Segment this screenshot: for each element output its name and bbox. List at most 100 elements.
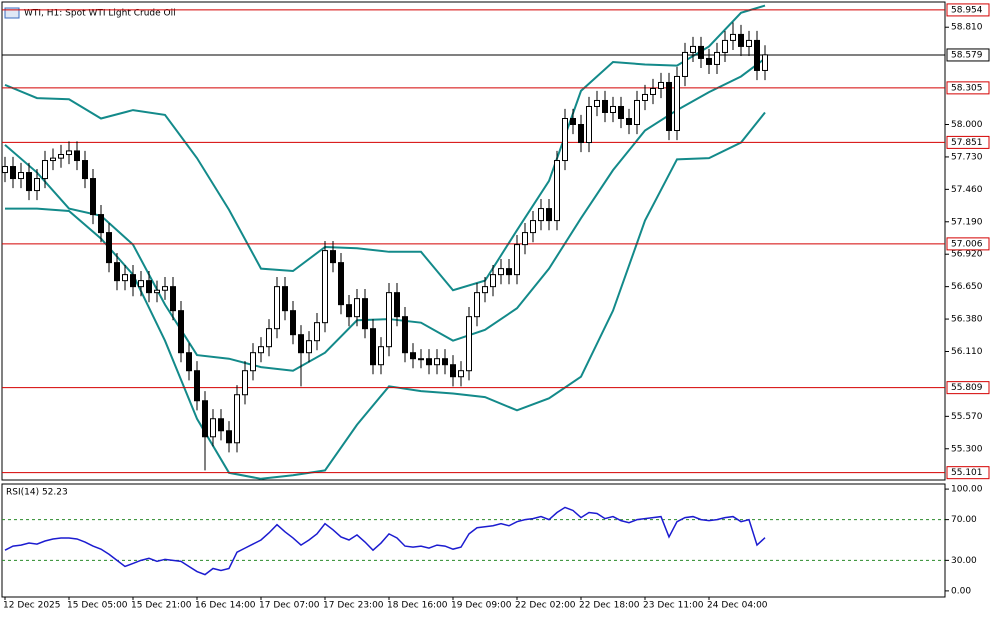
candle-body: [66, 150, 72, 156]
candle-body: [658, 81, 664, 89]
candle-body: [698, 45, 704, 59]
candle-body: [562, 117, 568, 162]
x-tick-label: 19 Dec 09:00: [451, 601, 512, 611]
candle-body: [226, 430, 232, 444]
last-price-label: 58.579: [951, 50, 983, 60]
candle-body: [666, 81, 672, 132]
candle-body: [370, 328, 376, 366]
candle-body: [122, 274, 128, 282]
level-label: 55.809: [951, 383, 983, 393]
x-tick-label: 22 Dec 02:00: [515, 601, 576, 611]
candle-body: [570, 117, 576, 126]
candle-body: [690, 45, 696, 53]
rsi-panel: [1, 483, 946, 598]
x-tick-label: 16 Dec 14:00: [195, 601, 256, 611]
candle-body: [10, 166, 16, 180]
y-tick-label: 56.650: [951, 282, 983, 292]
x-tick-label: 24 Dec 04:00: [707, 601, 768, 611]
candle-body: [610, 105, 616, 113]
y-tick-label: 56.380: [951, 315, 983, 325]
candle-body: [650, 87, 656, 95]
candle-body: [450, 364, 456, 378]
x-tick-label: 17 Dec 23:00: [323, 601, 384, 611]
symbol-icon: [4, 7, 20, 19]
candle-body: [762, 54, 768, 71]
y-tick-label: 57.730: [951, 152, 983, 162]
candle-body: [410, 352, 416, 360]
x-tick-label: 18 Dec 16:00: [387, 601, 448, 611]
chart-title: WTI, H1: Spot WTI Light Crude Oil: [24, 9, 176, 19]
x-tick-label: 15 Dec 21:00: [131, 601, 192, 611]
candle-body: [714, 51, 720, 65]
candle-body: [354, 298, 360, 318]
y-tick-label: 30.00: [951, 556, 977, 566]
level-label: 58.305: [951, 83, 983, 93]
y-tick-label: 58.000: [951, 120, 983, 130]
y-tick-label: 56.110: [951, 347, 983, 357]
y-tick-label: 56.920: [951, 250, 983, 260]
candle-body: [618, 105, 624, 119]
candle-body: [234, 394, 240, 444]
candle-body: [634, 99, 640, 126]
candle-body: [250, 352, 256, 372]
candle-body: [482, 286, 488, 294]
candle-body: [242, 370, 248, 396]
candle-body: [530, 220, 536, 234]
candle-body: [50, 157, 56, 162]
y-tick-label: 58.810: [951, 23, 983, 33]
candle-body: [498, 268, 504, 276]
candle-body: [26, 172, 32, 192]
candle-body: [42, 160, 48, 180]
candle-body: [306, 340, 312, 354]
candle-body: [754, 39, 760, 71]
candle-body: [138, 280, 144, 288]
candle-body: [106, 232, 112, 264]
candle-body: [386, 292, 392, 348]
candle-body: [282, 286, 288, 312]
candle-body: [202, 400, 208, 438]
candle-body: [74, 150, 80, 162]
candle-body: [626, 117, 632, 126]
candle-body: [90, 178, 96, 216]
rsi-title: RSI(14) 52.23: [6, 488, 68, 498]
candle-body: [394, 292, 400, 318]
candle-body: [418, 358, 424, 361]
candle-body: [602, 99, 608, 113]
candle-body: [18, 172, 24, 180]
candle-body: [114, 262, 120, 282]
level-label-box: [946, 3, 990, 17]
candle-body: [642, 93, 648, 101]
level-label: 55.101: [951, 468, 983, 478]
candle-body: [682, 51, 688, 77]
candle-body: [338, 262, 344, 306]
candle-body: [362, 298, 368, 330]
candle-body: [490, 274, 496, 288]
level-label: 57.006: [951, 239, 983, 249]
level-label-box: [946, 237, 990, 251]
candle-body: [258, 346, 264, 354]
candle-body: [458, 370, 464, 378]
candle-body: [186, 352, 192, 372]
candle-body: [210, 418, 216, 438]
last-price-box: [946, 48, 990, 62]
candle-body: [218, 418, 224, 432]
candle-body: [298, 334, 304, 354]
candle-body: [58, 154, 64, 159]
x-tick-label: 22 Dec 18:00: [579, 601, 640, 611]
candle-body: [82, 160, 88, 180]
y-tick-label: 70.00: [951, 515, 977, 525]
candle-body: [442, 358, 448, 366]
candle-body: [162, 286, 168, 291]
candle-body: [522, 232, 528, 246]
level-label-box: [946, 466, 990, 480]
candle-body: [722, 39, 728, 53]
y-tick-label: 57.190: [951, 217, 983, 227]
candle-body: [154, 289, 160, 294]
candle-body: [554, 160, 560, 222]
candle-body: [146, 280, 152, 294]
candle-body: [346, 304, 352, 318]
candle-body: [194, 370, 200, 402]
candle-body: [706, 57, 712, 65]
candle-body: [674, 75, 680, 132]
y-tick-label: 55.570: [951, 412, 983, 422]
